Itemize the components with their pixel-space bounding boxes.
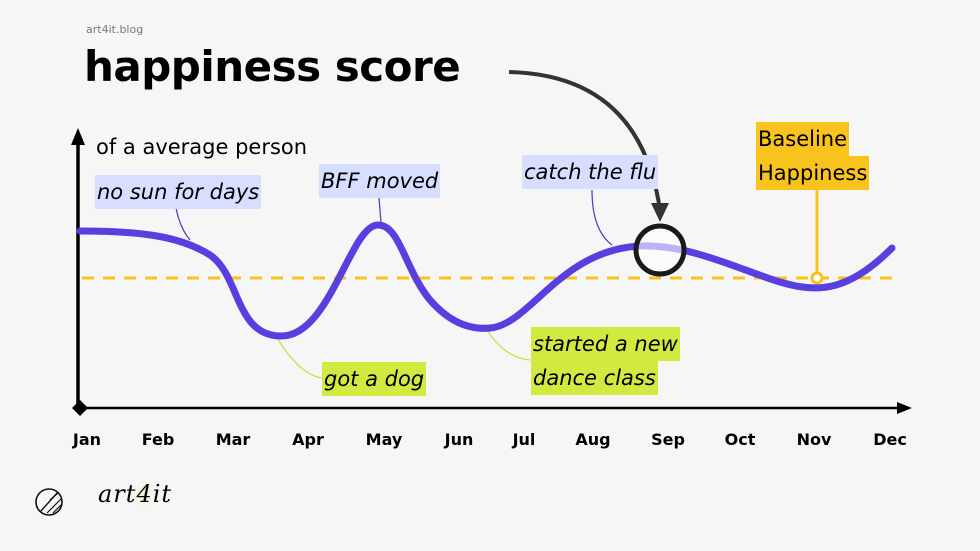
brand-logo: art4it [98,480,173,508]
annotation-dance-line1: started a new [531,327,680,361]
annotation-dance: started a new dance class [531,327,682,395]
month-label: May [365,430,403,449]
leader-dance [486,329,531,361]
callout-arrowhead-icon [651,203,669,222]
circle-hatch-icon [35,488,63,516]
leader-dog [276,337,323,379]
leader-flu [591,189,613,246]
source-label: art4it.blog [86,23,144,36]
page-title: happiness score [84,42,461,91]
baseline-label-line1: Baseline [756,122,850,156]
month-label: Dec [873,430,907,449]
happiness-curve [76,221,896,340]
month-label: Sep [651,430,685,449]
baseline-label: Baseline Happiness [756,122,870,190]
month-label: Mar [215,430,251,449]
leader-no-sun [175,207,191,241]
x-axis-arrow-icon [897,402,912,414]
annotation-dance-line2: dance class [531,361,658,395]
month-label: Jan [72,430,102,449]
annotation-dog: got a dog [322,362,427,396]
annotation-no-sun: no sun for days [95,175,262,209]
origin-diamond-icon [72,400,88,416]
month-label: Oct [724,430,756,449]
y-axis-label: of a average person [96,135,308,159]
month-label: Nov [796,430,832,449]
leader-bff [378,197,382,223]
month-label: Aug [575,430,611,449]
highlight-circle [633,223,687,277]
annotation-flu: catch the flu [522,155,659,189]
annotation-bff-moved: BFF moved [319,164,441,198]
month-label: Jul [512,430,536,449]
y-axis-arrow-icon [71,128,85,145]
baseline-label-line2: Happiness [756,156,870,190]
month-label: Apr [292,430,324,449]
callout-arrow [508,70,662,211]
baseline-marker [810,271,824,285]
month-label: Jun [444,430,474,449]
month-label: Feb [141,430,175,449]
